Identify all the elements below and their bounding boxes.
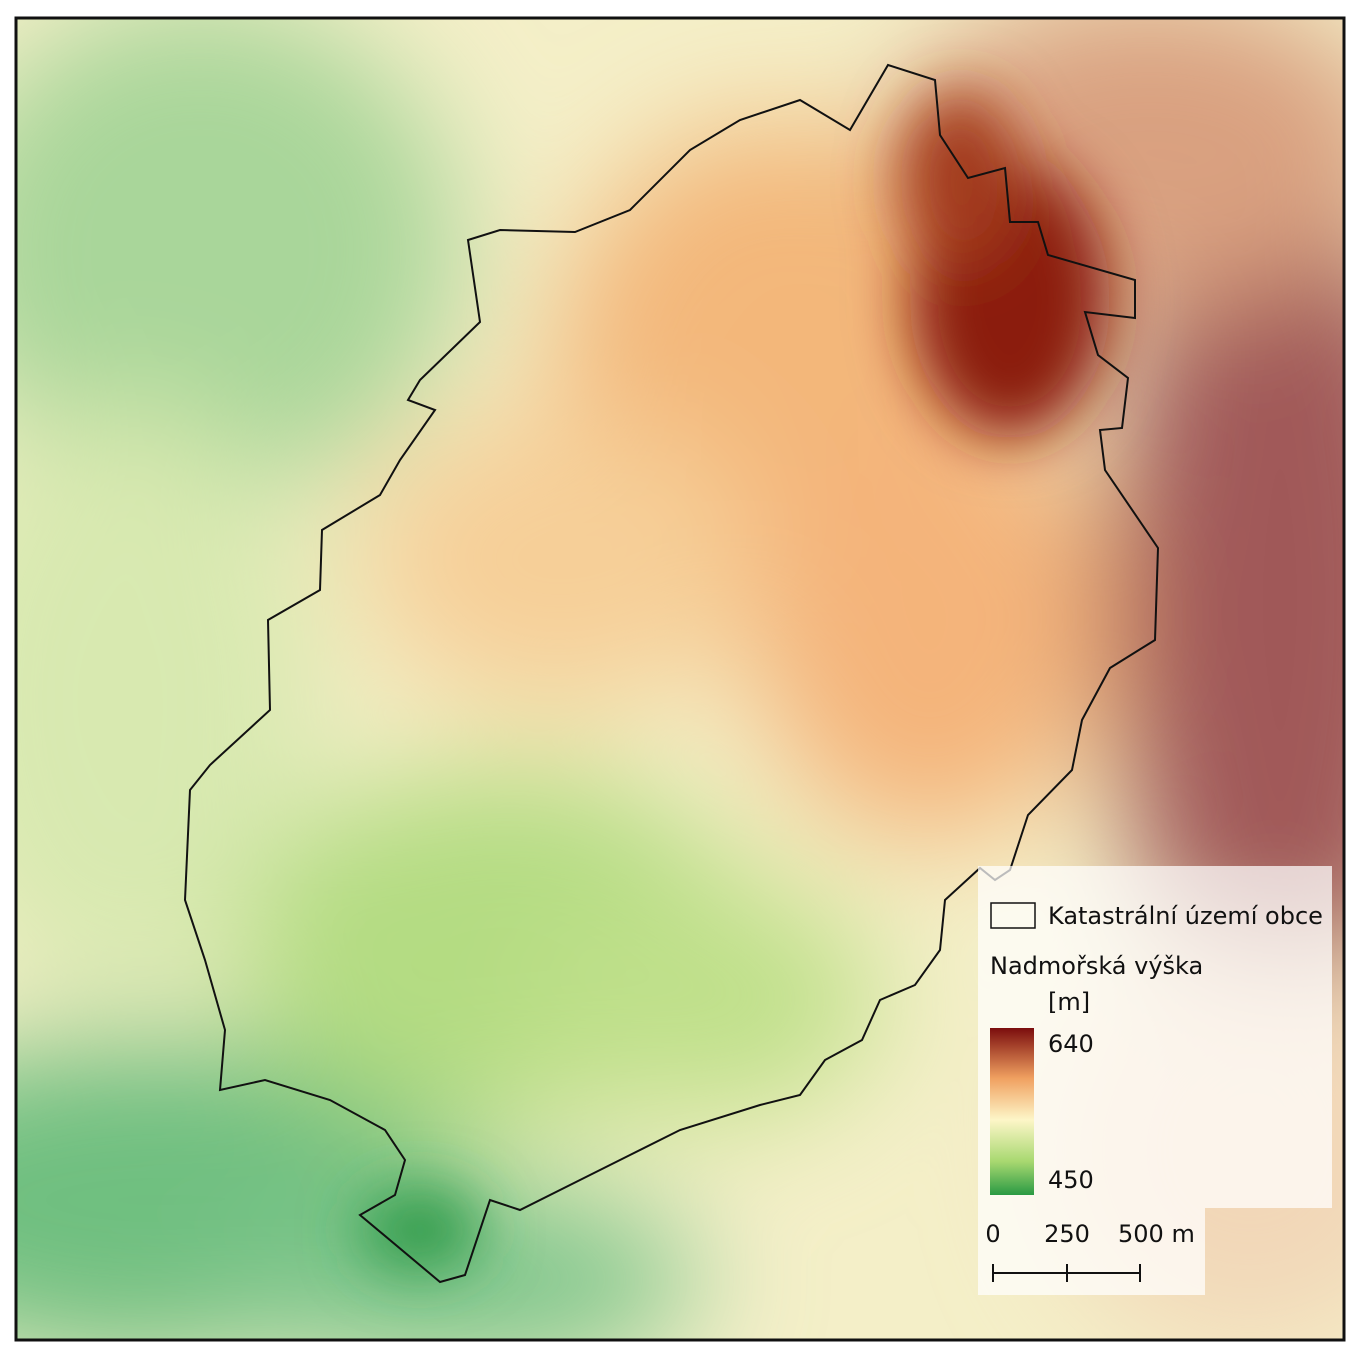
boundary-swatch: [990, 902, 1036, 929]
legend-min: 450: [1048, 1166, 1094, 1194]
scale-label: 0: [985, 1220, 1000, 1248]
municipality-boundary: [183, 63, 1160, 1284]
scale-background: [978, 1208, 1205, 1295]
scale-bar: [992, 1264, 1141, 1282]
scale-label: 250: [1044, 1220, 1090, 1248]
legend-background: [978, 866, 1332, 1208]
map-frame: [14, 16, 1346, 1342]
legend-max: 640: [1048, 1030, 1094, 1058]
legend: Katastrální území obce Nadmořská výška […: [978, 866, 1332, 1295]
color-ramp: [990, 1028, 1034, 1195]
boundary-label: Katastrální území obce: [1048, 902, 1323, 930]
legend-unit: [m]: [1048, 988, 1090, 1016]
scale-label: 500 m: [1118, 1220, 1195, 1248]
legend-title: Nadmořská výška: [990, 952, 1203, 980]
